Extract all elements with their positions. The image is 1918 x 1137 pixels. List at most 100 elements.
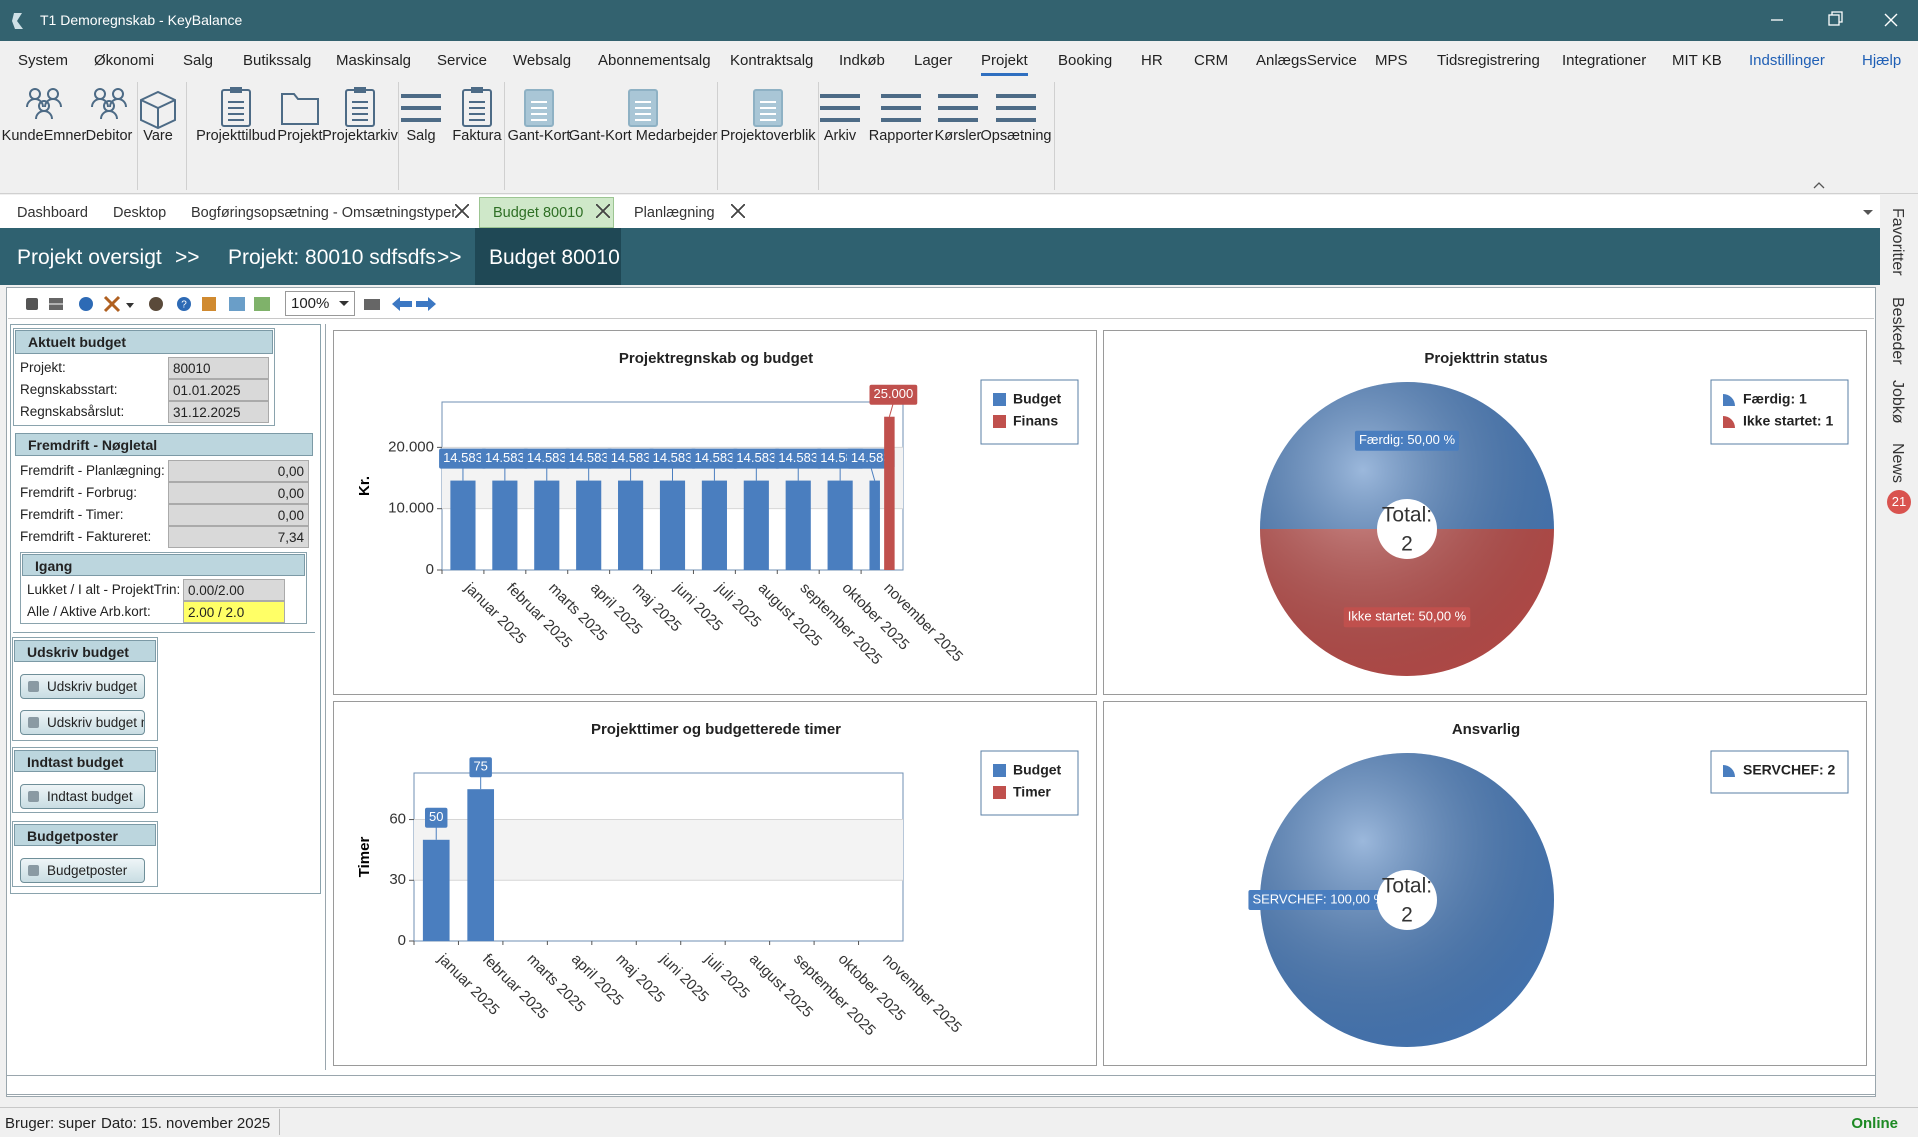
button[interactable]: Indtast budget bbox=[20, 784, 145, 809]
button-icon bbox=[28, 717, 39, 728]
breadcrumb-item[interactable]: Projekt oversigt bbox=[17, 246, 162, 269]
icon-part bbox=[35, 110, 53, 120]
data-label: 14.583 bbox=[653, 450, 693, 465]
data-label-bg bbox=[469, 757, 492, 778]
data-label-bg bbox=[774, 448, 823, 469]
data-label: 14.583 bbox=[851, 450, 891, 465]
bar bbox=[701, 480, 727, 570]
menu-item[interactable]: Booking bbox=[1058, 52, 1113, 69]
menu-item[interactable]: Salg bbox=[183, 52, 214, 69]
icon-part bbox=[26, 98, 44, 108]
window-controls[interactable] bbox=[1760, 0, 1910, 41]
data-label-bg bbox=[564, 448, 613, 469]
ribbon-button[interactable]: Projekt bbox=[277, 128, 323, 144]
menu-item[interactable]: Service bbox=[437, 52, 488, 69]
toolbar-icons[interactable]: ? bbox=[20, 289, 420, 319]
ribbon-separator bbox=[398, 82, 399, 190]
menu-item[interactable]: Websalg bbox=[513, 52, 572, 69]
toolbar-forward[interactable] bbox=[414, 289, 438, 319]
menu-item[interactable]: Lager bbox=[914, 52, 953, 69]
data-label-bg bbox=[480, 448, 529, 469]
chart-panel: Projekttrin status Færdig: 50,00 % Ikke st… bbox=[1103, 330, 1867, 695]
ribbon-button[interactable]: Gant-Kort bbox=[507, 128, 571, 144]
menu-item[interactable]: Indstillinger bbox=[1749, 52, 1825, 69]
bar bbox=[492, 480, 518, 570]
breadcrumb-item[interactable]: >> bbox=[175, 246, 200, 269]
menu-item[interactable]: MPS bbox=[1375, 52, 1408, 69]
ribbon-button[interactable]: Debitor bbox=[85, 128, 133, 144]
legend-swatch bbox=[1723, 765, 1735, 777]
tab[interactable]: Bogføringsopsætning - Omsætningstyper bbox=[191, 205, 457, 221]
ribbon-button[interactable]: Opsætning bbox=[980, 128, 1052, 144]
menu-item[interactable]: Tidsregistrering bbox=[1437, 52, 1540, 69]
menu-item[interactable]: Abonnementsalg bbox=[598, 52, 711, 69]
section-header: Udskriv budget bbox=[14, 640, 156, 662]
ribbon-button[interactable]: KundeEmner bbox=[1, 128, 87, 144]
label-leader bbox=[888, 402, 894, 417]
tab[interactable]: Dashboard bbox=[17, 205, 88, 221]
menu-item[interactable]: Butikssalg bbox=[243, 52, 312, 69]
menu-item[interactable]: HR bbox=[1141, 52, 1163, 69]
ribbon-button[interactable]: Kørsler bbox=[934, 128, 982, 144]
menu-item[interactable]: Integrationer bbox=[1562, 52, 1647, 69]
tab-close[interactable] bbox=[596, 204, 610, 218]
icon-part bbox=[100, 110, 118, 120]
ribbon-button[interactable]: Rapporter bbox=[868, 128, 934, 144]
menu-item[interactable]: Økonomi bbox=[94, 52, 155, 69]
field-value: 0.00/2.00 bbox=[183, 579, 285, 601]
side-strip bbox=[1880, 195, 1918, 1107]
menu-item[interactable]: Hjælp bbox=[1862, 52, 1902, 69]
ribbon-button[interactable]: Projekttilbud bbox=[196, 128, 276, 144]
menu-item[interactable]: Indkøb bbox=[839, 52, 885, 69]
ribbon-separator bbox=[818, 82, 819, 190]
icon-part bbox=[881, 94, 921, 98]
breadcrumb-item[interactable]: >> bbox=[437, 246, 462, 269]
button[interactable]: Udskriv budget bbox=[20, 674, 145, 699]
side-tab[interactable]: News bbox=[1889, 443, 1906, 484]
ribbon-button[interactable]: Faktura bbox=[452, 128, 502, 144]
breadcrumb-item[interactable]: Projekt: 80010 sdfsdfs bbox=[228, 246, 436, 269]
y-tick-label: 60 bbox=[389, 811, 406, 828]
bar bbox=[869, 480, 880, 570]
tab[interactable]: Desktop bbox=[113, 205, 167, 221]
icon-part bbox=[881, 118, 921, 122]
ribbon-button[interactable]: Projektoverblik bbox=[720, 128, 816, 144]
chart: Projektregnskab og budget 0 10.000 20.000 Kr… bbox=[356, 350, 1079, 668]
ribbon-button[interactable]: Salg bbox=[406, 128, 436, 144]
pie-center bbox=[1377, 499, 1437, 559]
field-value: 2.00 / 2.0 bbox=[183, 601, 285, 623]
menu-item[interactable]: Maskinsalg bbox=[336, 52, 412, 69]
bar bbox=[659, 480, 686, 570]
tab-close[interactable] bbox=[731, 204, 745, 218]
separator bbox=[13, 632, 315, 633]
tab[interactable]: Planlægning bbox=[634, 205, 715, 221]
menu-item[interactable]: AnlægsService bbox=[1256, 52, 1357, 69]
button[interactable]: Udskriv budget n bbox=[20, 710, 145, 735]
chart-panel: Projektregnskab og budget 0 10.000 20.000 Kr… bbox=[333, 330, 1097, 695]
ribbon-button[interactable]: Arkiv bbox=[823, 128, 857, 144]
button[interactable]: Budgetposter bbox=[20, 858, 145, 883]
menu-item[interactable]: Kontraktsalg bbox=[730, 52, 814, 69]
data-label-bg bbox=[690, 448, 739, 469]
ribbon-button[interactable]: Gant-Kort Medarbejder bbox=[568, 128, 718, 144]
menu-item[interactable]: MIT KB bbox=[1672, 52, 1722, 69]
button-icon bbox=[28, 791, 39, 802]
ribbon-button[interactable]: Projektarkiv bbox=[322, 128, 398, 144]
side-tab[interactable]: Favoritter bbox=[1889, 208, 1906, 276]
menu-item[interactable]: System bbox=[18, 52, 69, 69]
tab-close[interactable] bbox=[455, 204, 469, 218]
side-tab[interactable]: Beskeder bbox=[1889, 297, 1906, 365]
tab-overflow[interactable] bbox=[1861, 208, 1875, 218]
side-tab[interactable]: Jobkø bbox=[1889, 380, 1906, 424]
menu-item[interactable]: CRM bbox=[1194, 52, 1229, 69]
ribbon-collapse[interactable] bbox=[1812, 180, 1826, 190]
menu-item[interactable]: Projekt bbox=[981, 52, 1028, 69]
tab[interactable]: Budget 80010 bbox=[493, 205, 584, 221]
icon-part bbox=[94, 88, 106, 100]
section-header: Indtast budget bbox=[14, 750, 156, 772]
legend-swatch bbox=[993, 393, 1006, 406]
icon-part bbox=[230, 87, 242, 93]
data-label-bg bbox=[1343, 607, 1471, 628]
ribbon-button[interactable]: Vare bbox=[143, 128, 173, 144]
data-label-bg bbox=[606, 448, 655, 469]
